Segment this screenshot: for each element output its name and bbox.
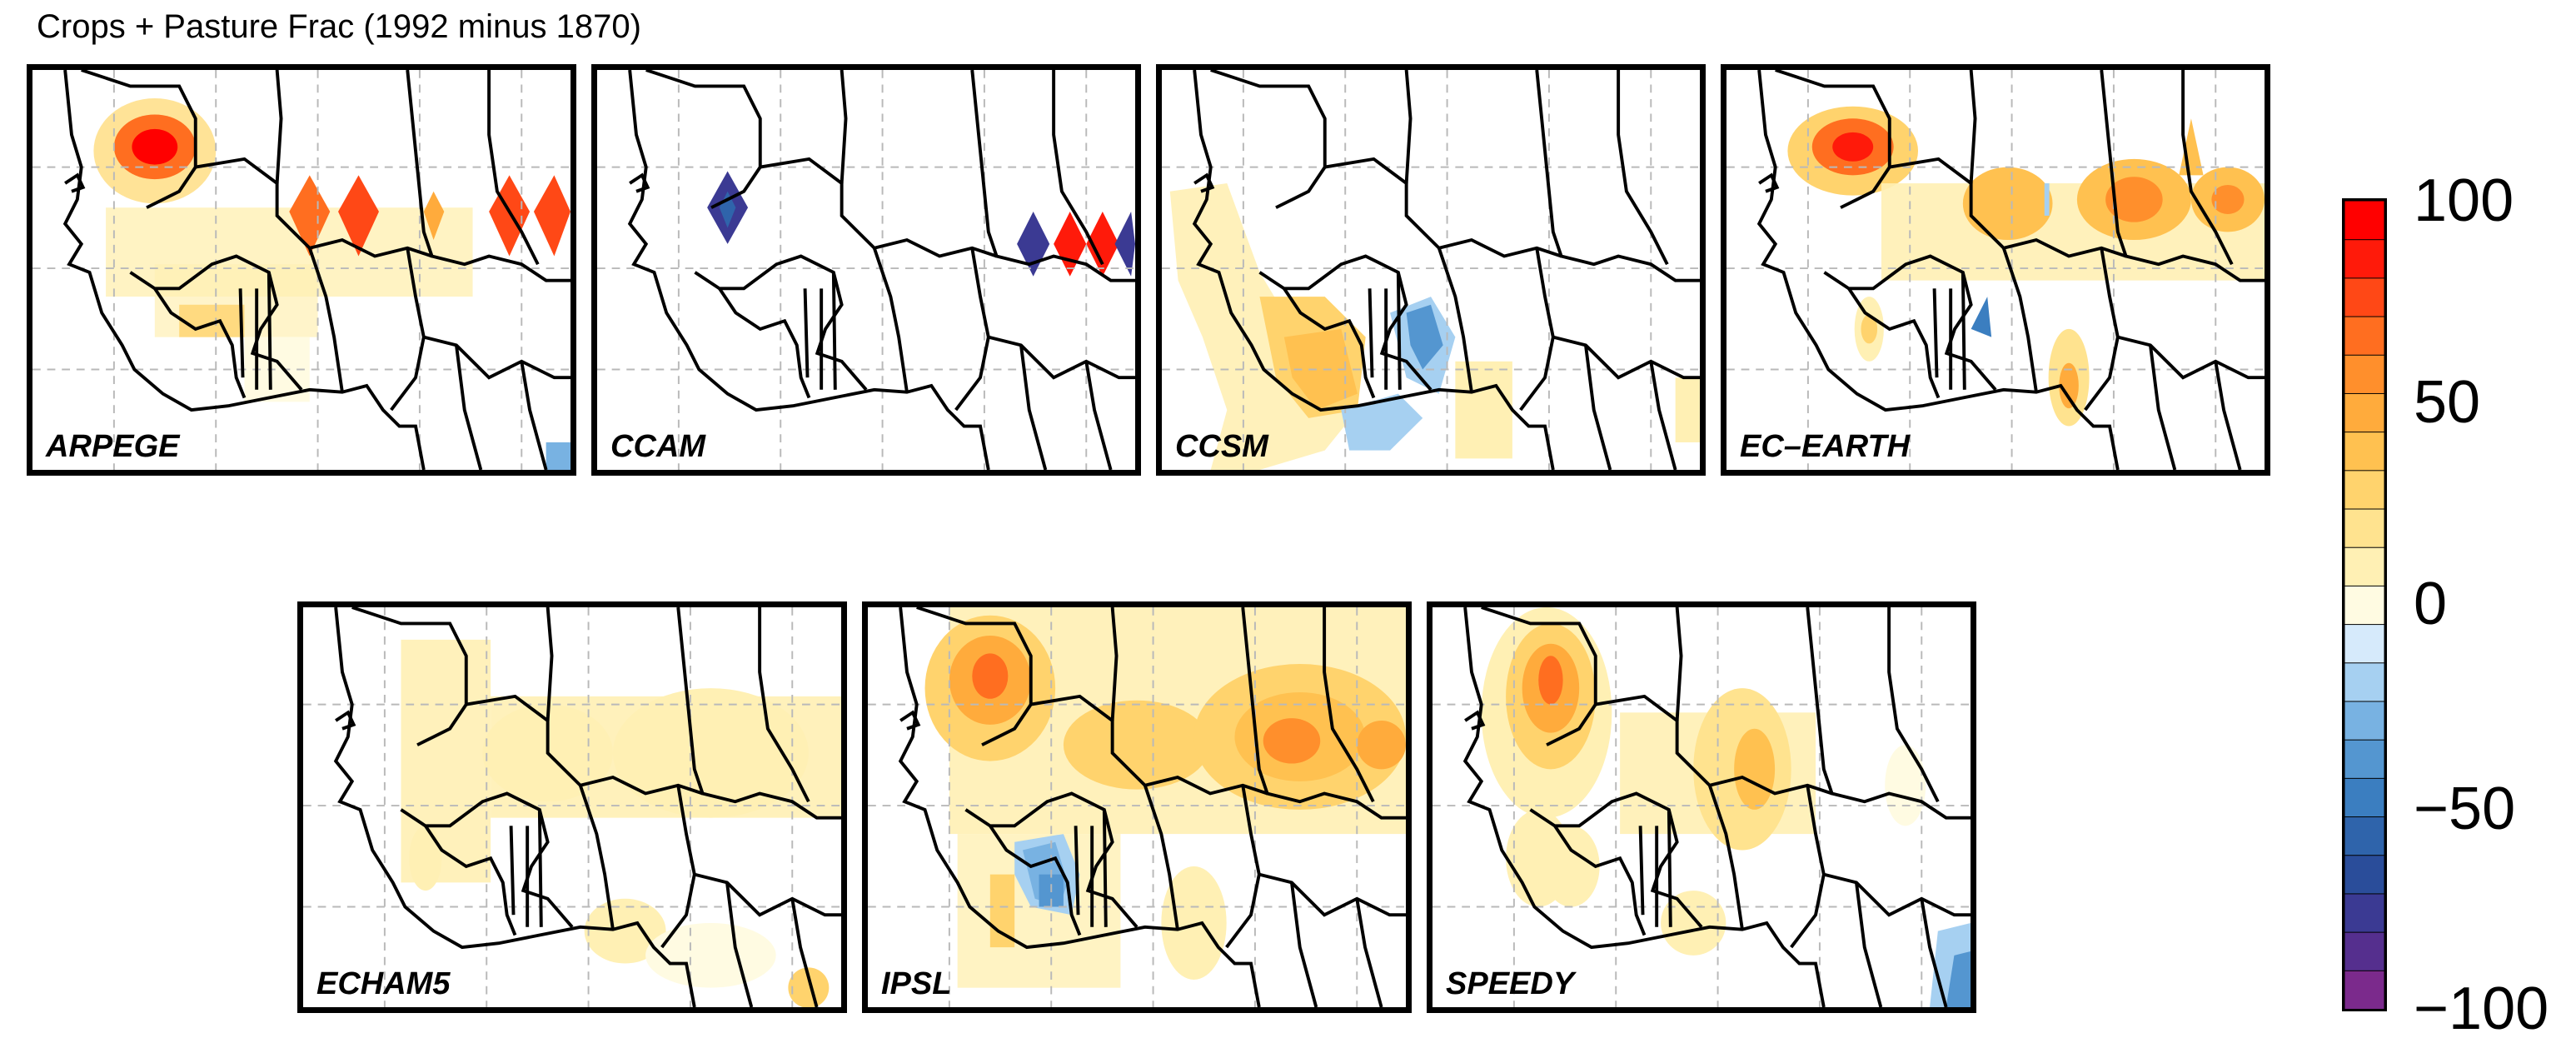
colorbar-tick-label: −100 xyxy=(2414,976,2549,1042)
grid-lines xyxy=(303,607,841,1007)
shading xyxy=(1169,183,1700,470)
panel-label: ARPEGE xyxy=(46,429,180,464)
map-panel-arpege: ARPEGE xyxy=(27,64,576,476)
colorbar-swatch xyxy=(2344,508,2384,548)
coastlines-borders xyxy=(62,70,571,470)
map-panel-ccsm: CCSM xyxy=(1156,64,1706,476)
grid-lines xyxy=(868,607,1406,1007)
map-panel-ipsl: IPSL xyxy=(862,601,1412,1013)
grid-lines xyxy=(597,70,1135,470)
colorbar xyxy=(2342,198,2387,1011)
colorbar-swatch xyxy=(2344,854,2384,895)
grid-lines xyxy=(1162,70,1700,470)
colorbar-swatch xyxy=(2344,431,2384,472)
colorbar-swatch xyxy=(2344,546,2384,586)
map-echam5 xyxy=(303,607,841,1007)
colorbar-swatch xyxy=(2344,469,2384,510)
colorbar-swatch xyxy=(2344,238,2384,279)
panel-label: CCSM xyxy=(1175,429,1268,464)
map-panel-speedy: SPEEDY xyxy=(1427,601,1976,1013)
colorbar-tick-label: 100 xyxy=(2414,167,2514,234)
map-ipsl xyxy=(868,607,1406,1007)
map-arpege xyxy=(32,70,571,470)
coastlines-borders xyxy=(333,607,841,1007)
map-panel-ec-earth: EC–EARTH xyxy=(1721,64,2270,476)
coastlines-borders xyxy=(1462,607,1971,1007)
map-ccam xyxy=(597,70,1135,470)
colorbar-swatch xyxy=(2344,661,2384,702)
colorbar-swatch xyxy=(2344,277,2384,317)
colorbar-tick-label: −50 xyxy=(2414,776,2516,842)
colorbar-swatch xyxy=(2344,354,2384,394)
coastlines-borders xyxy=(627,70,1135,470)
map-panel-echam5: ECHAM5 xyxy=(297,601,847,1013)
colorbar-swatch xyxy=(2344,623,2384,664)
panel-label: CCAM xyxy=(610,429,705,464)
colorbar-swatch xyxy=(2344,201,2384,241)
colorbar-swatch xyxy=(2344,931,2384,971)
shading xyxy=(1787,106,2265,427)
panel-label: EC–EARTH xyxy=(1740,429,1911,464)
panel-label: IPSL xyxy=(881,966,952,1001)
colorbar-swatch xyxy=(2344,816,2384,856)
colorbar-swatches xyxy=(2344,201,2384,1009)
panel-label: ECHAM5 xyxy=(316,966,451,1001)
map-speedy xyxy=(1432,607,1971,1007)
grid-lines xyxy=(1432,607,1971,1007)
colorbar-swatch xyxy=(2344,777,2384,818)
shading xyxy=(93,98,571,470)
map-ccsm xyxy=(1162,70,1700,470)
shading xyxy=(1481,607,1971,1007)
coastlines-borders xyxy=(898,607,1406,1007)
grid-lines xyxy=(1726,70,2265,470)
coastlines-borders xyxy=(1192,70,1700,470)
grid-lines xyxy=(32,70,571,470)
colorbar-tick-label: 0 xyxy=(2414,571,2448,637)
colorbar-swatch xyxy=(2344,392,2384,433)
figure-title: Crops + Pasture Frac (1992 minus 1870) xyxy=(37,8,641,45)
colorbar-swatch xyxy=(2344,585,2384,626)
colorbar-swatch xyxy=(2344,700,2384,741)
colorbar-swatch xyxy=(2344,739,2384,779)
colorbar-swatch xyxy=(2344,970,2384,1009)
colorbar-swatch xyxy=(2344,892,2384,933)
coastlines-borders xyxy=(1756,70,2265,470)
colorbar-tick-label: 50 xyxy=(2414,369,2481,436)
panel-label: SPEEDY xyxy=(1446,966,1575,1001)
colorbar-swatch xyxy=(2344,316,2384,356)
map-panel-ccam: CCAM xyxy=(591,64,1141,476)
map-ec-earth xyxy=(1726,70,2265,470)
